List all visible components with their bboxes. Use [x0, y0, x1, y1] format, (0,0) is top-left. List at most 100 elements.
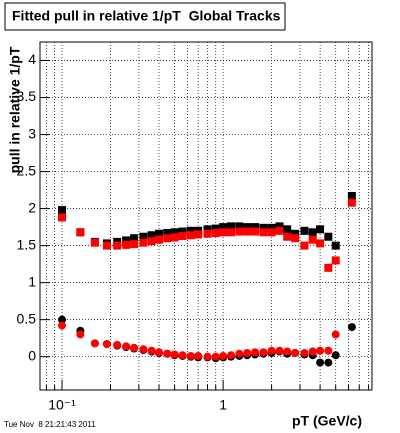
- y-tick-label: 0: [28, 347, 36, 363]
- marker: [211, 224, 220, 233]
- marker: [324, 232, 333, 241]
- marker: [283, 225, 292, 234]
- marker: [324, 346, 333, 355]
- marker: [267, 346, 276, 355]
- marker: [219, 228, 228, 237]
- marker: [186, 351, 195, 360]
- marker: [113, 241, 122, 250]
- marker: [331, 330, 340, 339]
- marker: [58, 315, 67, 324]
- marker: [275, 226, 284, 235]
- marker: [90, 238, 99, 247]
- marker: [219, 223, 228, 232]
- marker: [227, 228, 236, 237]
- marker: [219, 351, 228, 360]
- marker: [300, 348, 309, 357]
- marker: [155, 235, 164, 244]
- title-box: [4, 2, 286, 31]
- marker: [324, 358, 333, 367]
- y-tick-label: 1.5: [17, 236, 37, 252]
- x-tick-label: 1: [219, 397, 227, 413]
- marker: [186, 226, 195, 235]
- marker: [316, 225, 325, 234]
- marker: [308, 228, 317, 237]
- marker: [178, 227, 187, 236]
- y-tick-label: 2.5: [17, 162, 37, 178]
- marker: [243, 223, 252, 232]
- marker: [316, 239, 325, 248]
- marker: [347, 198, 356, 207]
- marker: [170, 350, 179, 359]
- marker: [203, 225, 212, 234]
- marker: [147, 346, 156, 355]
- marker: [139, 232, 148, 241]
- marker: [283, 232, 292, 241]
- y-tick-label: 3: [28, 125, 36, 141]
- marker: [170, 233, 179, 242]
- marker: [267, 223, 276, 232]
- marker: [58, 321, 67, 330]
- marker: [331, 241, 340, 250]
- marker: [163, 349, 172, 358]
- marker: [139, 238, 148, 247]
- marker: [76, 330, 85, 339]
- marker: [324, 263, 333, 272]
- marker: [203, 229, 212, 238]
- marker: [251, 227, 260, 236]
- marker: [163, 234, 172, 243]
- marker: [122, 240, 131, 249]
- marker: [211, 352, 220, 361]
- marker: [155, 229, 164, 238]
- marker: [235, 227, 244, 236]
- marker: [227, 222, 236, 231]
- marker: [194, 230, 203, 239]
- marker: [147, 237, 156, 246]
- marker: [300, 226, 309, 235]
- marker: [259, 223, 268, 232]
- marker: [331, 256, 340, 265]
- marker: [113, 340, 122, 349]
- y-axis-label: pull in relative 1/pT: [7, 46, 23, 173]
- timestamp: Tue Nov 8 21:21:43 2011: [4, 420, 96, 429]
- marker: [251, 348, 260, 357]
- y-tick-label: 0.5: [17, 310, 37, 326]
- chart-title: Fitted pull in relative 1/pT Global Trac…: [12, 8, 281, 24]
- marker: [58, 206, 67, 215]
- marker: [243, 348, 252, 357]
- marker: [291, 234, 300, 243]
- x-axis-label: pT (GeV/c): [292, 413, 362, 429]
- x-tick-label: 10⁻¹: [48, 397, 76, 413]
- marker: [291, 229, 300, 238]
- marker: [267, 228, 276, 237]
- marker: [170, 228, 179, 237]
- marker: [90, 339, 99, 348]
- marker: [178, 351, 187, 360]
- marker: [251, 223, 260, 232]
- marker: [235, 222, 244, 231]
- marker: [300, 241, 309, 250]
- marker: [291, 348, 300, 357]
- marker: [331, 351, 340, 360]
- marker: [211, 229, 220, 238]
- y-tick-label: 4: [28, 51, 36, 67]
- marker: [155, 348, 164, 357]
- marker: [139, 345, 148, 354]
- marker: [102, 340, 111, 349]
- marker: [58, 213, 67, 222]
- y-tick-label: 2: [28, 199, 36, 215]
- marker: [130, 240, 139, 249]
- marker: [147, 231, 156, 240]
- y-tick-label: 1: [28, 273, 36, 289]
- marker: [275, 346, 284, 355]
- marker: [163, 229, 172, 238]
- y-tick-label: 3.5: [17, 88, 37, 104]
- marker: [316, 346, 325, 355]
- plot-frame: [39, 41, 373, 391]
- marker: [347, 192, 356, 201]
- marker: [308, 235, 317, 244]
- marker: [275, 222, 284, 231]
- marker: [316, 358, 325, 367]
- marker: [194, 351, 203, 360]
- marker: [130, 234, 139, 243]
